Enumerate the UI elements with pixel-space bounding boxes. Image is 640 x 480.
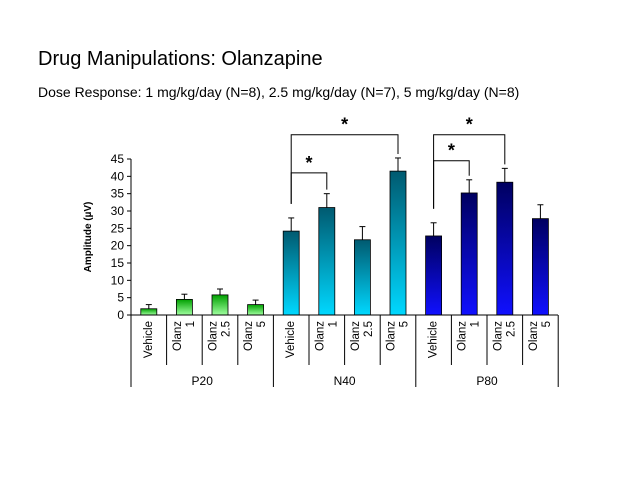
group-label-N40: N40 (334, 374, 356, 388)
y-tick-label: 30 (111, 204, 125, 218)
y-tick-label: 40 (111, 169, 125, 183)
significance-bracket (433, 134, 506, 209)
x-tick-label: Olanz (457, 321, 469, 351)
x-tick-label: 5 (256, 321, 268, 327)
bar-P20-2 (211, 294, 229, 316)
x-tick-label: 1 (327, 321, 339, 327)
y-tick-label: 45 (111, 152, 125, 166)
x-tick-label: Olanz (172, 321, 184, 351)
x-tick-label: Olanz (386, 321, 398, 351)
significance-star: * (305, 153, 312, 173)
y-tick-label: 20 (111, 239, 125, 253)
x-tick-label: 2.5 (221, 321, 233, 337)
bar-P20-0 (140, 308, 158, 316)
bar-N40-2 (353, 239, 371, 316)
bar-P80-2 (496, 181, 514, 316)
x-tick-label: 1 (470, 321, 482, 327)
y-tick-label: 5 (117, 291, 124, 305)
y-tick-label: 35 (111, 187, 125, 201)
y-axis-label: Amplitude (µV) (83, 202, 94, 273)
chart-subtitle: Dose Response: 1 mg/kg/day (N=8), 2.5 mg… (38, 84, 520, 100)
bar-P20-1 (175, 298, 193, 316)
significance-bracket (290, 172, 328, 204)
significance-bracket (290, 134, 399, 204)
bar-P80-1 (460, 192, 478, 316)
x-tick-label: 2.5 (363, 321, 375, 337)
bar-P80-3 (532, 218, 549, 316)
x-tick-label: Olanz (243, 321, 255, 351)
bar-N40-0 (282, 230, 300, 316)
significance-star: * (466, 115, 473, 135)
y-tick-label: 15 (111, 256, 125, 270)
significance-star: * (341, 115, 348, 135)
x-tick-label: Olanz (492, 321, 504, 351)
x-tick-label: Vehicle (143, 321, 155, 358)
x-tick-label: Olanz (528, 321, 540, 351)
group-label-P20: P20 (192, 374, 214, 388)
bar-N40-3 (389, 170, 407, 316)
x-tick-label: Olanz (314, 321, 326, 351)
x-tick-label: 2.5 (505, 321, 517, 337)
x-tick-label: 1 (185, 321, 197, 327)
y-tick-label: 0 (117, 308, 124, 322)
bar-P80-0 (425, 235, 443, 316)
significance-star: * (448, 141, 455, 161)
x-tick-label: Olanz (208, 321, 220, 351)
chart-title: Drug Manipulations: Olanzapine (38, 48, 323, 70)
x-tick-label: 5 (541, 321, 553, 327)
x-tick-label: Vehicle (285, 321, 297, 358)
x-tick-label: 5 (399, 321, 411, 327)
x-tick-label: Olanz (350, 321, 362, 351)
x-tick-label: Vehicle (428, 321, 440, 358)
bar-P20-3 (247, 304, 265, 316)
bar-N40-1 (318, 207, 336, 316)
y-tick-label: 10 (111, 273, 125, 287)
y-tick-label: 25 (111, 221, 125, 235)
group-label-P80: P80 (476, 374, 498, 388)
